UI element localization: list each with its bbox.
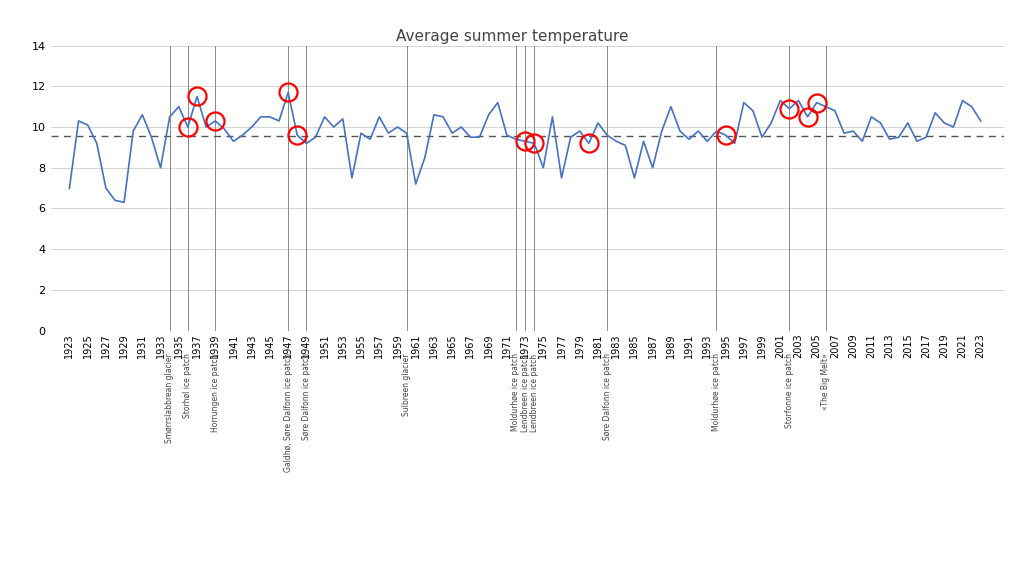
Text: Lendbreen ice patch: Lendbreen ice patch (520, 353, 529, 431)
Text: Moldurhøe ice patch: Moldurhøe ice patch (511, 353, 520, 431)
Text: Smørrslabbrean glacier: Smørrslabbrean glacier (165, 353, 174, 443)
Text: Lendbreen ice patch: Lendbreen ice patch (529, 353, 539, 431)
Text: Sulbreen glacier: Sulbreen glacier (402, 353, 411, 416)
Text: Galdhø, Søre Dalfonn ice patch: Galdhø, Søre Dalfonn ice patch (284, 353, 293, 473)
Text: Søre Dalfonn ice patch: Søre Dalfonn ice patch (602, 353, 611, 441)
Text: Moldurhøe ice patch: Moldurhøe ice patch (712, 353, 721, 431)
Text: Average summer temperature: Average summer temperature (395, 28, 629, 43)
Text: Storhøl ice patch: Storhøl ice patch (183, 353, 193, 418)
Text: Horrungen ice patch: Horrungen ice patch (211, 353, 220, 432)
Text: Storfonne ice patch: Storfonne ice patch (784, 353, 794, 429)
Text: «The Big Melt»: «The Big Melt» (821, 353, 830, 410)
Text: Søre Dalfonn ice patch: Søre Dalfonn ice patch (302, 353, 311, 441)
